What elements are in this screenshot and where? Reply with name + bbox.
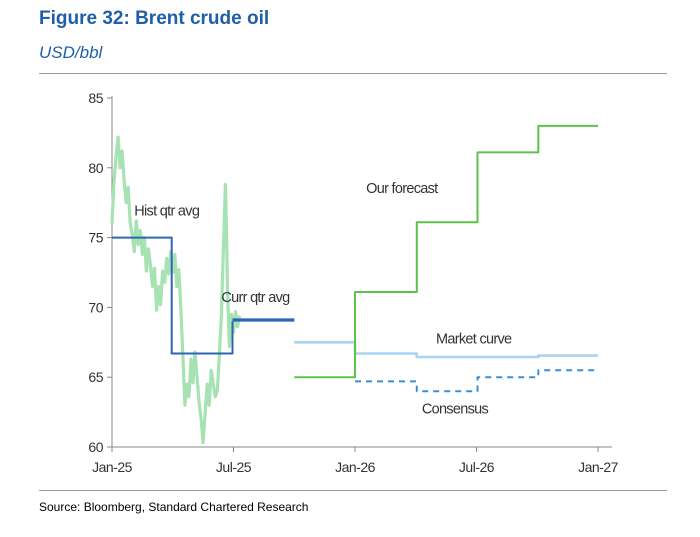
top-rule bbox=[39, 73, 667, 74]
y-tick-label: 75 bbox=[88, 230, 103, 246]
series-brent-crude-oil bbox=[110, 135, 242, 445]
annotation-label: Curr qtr avg bbox=[221, 290, 290, 306]
source-note: Source: Bloomberg, Standard Chartered Re… bbox=[39, 500, 309, 514]
x-tick-label: Jan-25 bbox=[92, 459, 133, 475]
annotation-label: Market curve bbox=[436, 332, 512, 348]
x-tick-label: Jul-26 bbox=[459, 459, 495, 475]
y-tick-label: 70 bbox=[88, 299, 103, 315]
y-tick-label: 65 bbox=[88, 369, 103, 385]
annotation-label: Consensus bbox=[422, 401, 489, 417]
chart-subtitle: USD/bbl bbox=[39, 43, 103, 62]
x-tick-label: Jan-26 bbox=[335, 459, 376, 475]
y-tick-label: 60 bbox=[88, 439, 103, 455]
series-consensus bbox=[355, 369, 598, 393]
x-tick-label: Jul-25 bbox=[216, 459, 252, 475]
chart-title: Figure 32: Brent crude oil bbox=[39, 8, 270, 29]
x-tick-label: Jan-27 bbox=[578, 459, 619, 475]
series-our-forecast bbox=[294, 124, 598, 379]
annotation-label: Hist qtr avg bbox=[134, 203, 200, 219]
y-tick-label: 80 bbox=[88, 160, 103, 176]
y-tick-label: 85 bbox=[88, 90, 103, 106]
bottom-rule bbox=[39, 490, 667, 491]
annotation-label: Our forecast bbox=[366, 181, 438, 197]
series-hist-qtr-avg bbox=[112, 236, 234, 355]
